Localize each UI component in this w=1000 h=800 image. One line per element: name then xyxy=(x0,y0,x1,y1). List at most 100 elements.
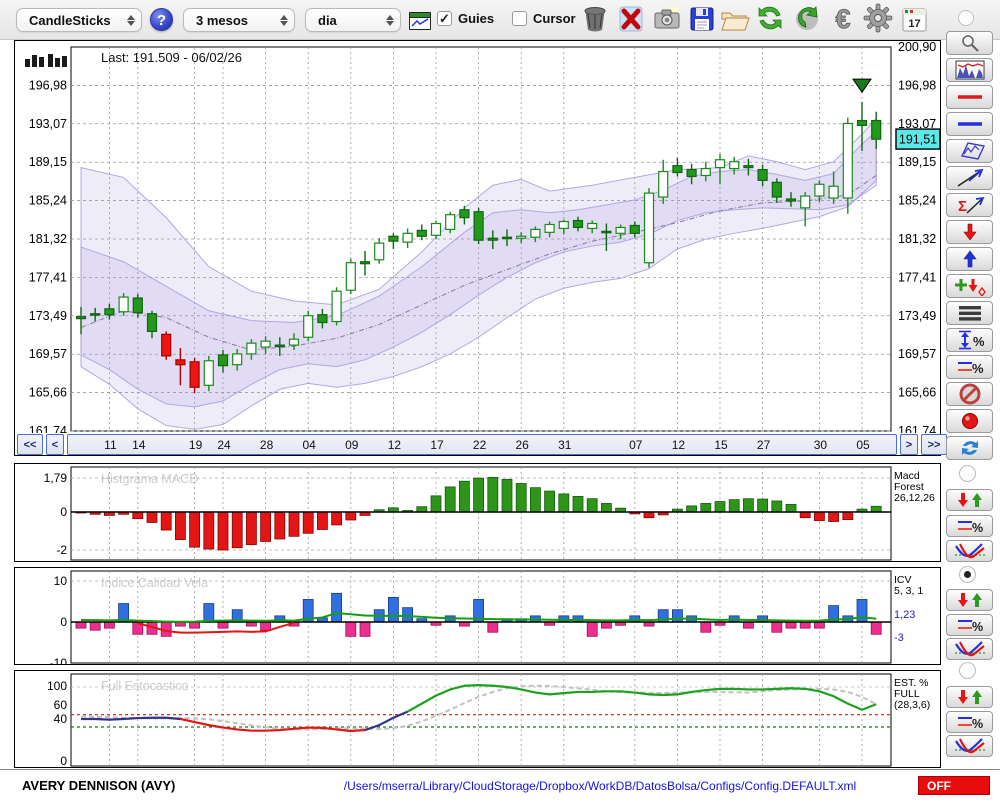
main-chart-panel: 200,90 196,98 196,98 193,07 193,07 189,15 189,… xyxy=(14,40,947,456)
arrow-up-button[interactable] xyxy=(946,247,993,271)
stochastic-chart[interactable]: Full Estocastico EST. %FULL(28,3,6) 100 604… xyxy=(15,671,940,767)
nav-prev-button[interactable]: < xyxy=(46,434,64,455)
arrows-icon xyxy=(957,593,982,607)
date-strip[interactable]: 11 14 19 24 28 04 09 12 17 22 26 31 07 12 15 27 30 05 xyxy=(67,434,897,455)
chart-type-select[interactable]: CandleSticks xyxy=(16,8,142,32)
add-marker-button[interactable] xyxy=(946,274,993,298)
arrows-icon xyxy=(957,690,982,704)
lines-percent-icon: % xyxy=(957,620,983,634)
undo-button[interactable] xyxy=(792,4,822,32)
period-value: 3 mesos xyxy=(196,12,249,28)
svg-text:165,66: 165,66 xyxy=(29,386,67,400)
chart-window-button[interactable] xyxy=(405,7,435,35)
svg-text:169,57: 169,57 xyxy=(898,347,936,361)
interval-value: dia xyxy=(318,12,337,28)
record-button[interactable] xyxy=(946,409,993,433)
refresh-button[interactable] xyxy=(755,4,785,32)
trendline-button[interactable] xyxy=(946,166,993,190)
stoch-curves-button[interactable] xyxy=(946,735,993,757)
svg-text:177,41: 177,41 xyxy=(29,270,67,284)
save-button[interactable] xyxy=(687,5,717,33)
settings-button[interactable] xyxy=(863,3,893,33)
snapshot-button[interactable] xyxy=(652,5,682,33)
chevron-updown-icon xyxy=(386,14,394,26)
blue-hline-button[interactable] xyxy=(946,112,993,136)
svg-text:189,15: 189,15 xyxy=(29,155,67,169)
svg-text:26,12,26: 26,12,26 xyxy=(894,492,935,504)
icv-radio[interactable] xyxy=(959,566,976,583)
camera-icon xyxy=(654,6,680,29)
macd-arrows-button[interactable] xyxy=(946,489,993,511)
date-label: 30 xyxy=(813,438,828,452)
calendar-button[interactable]: 17 xyxy=(899,5,929,33)
date-label: 22 xyxy=(472,438,487,452)
svg-text:40: 40 xyxy=(54,712,68,726)
date-label: 15 xyxy=(714,438,728,452)
channel-icon xyxy=(960,142,985,160)
gear-icon xyxy=(863,3,893,33)
trash-button[interactable] xyxy=(580,5,610,33)
lines-percent-button[interactable]: % xyxy=(946,355,993,379)
svg-text:5, 3, 1: 5, 3, 1 xyxy=(894,585,923,597)
icv-arrows-button[interactable] xyxy=(946,589,993,611)
svg-text:Last: 191.509 - 06/02/26: Last: 191.509 - 06/02/26 xyxy=(101,50,242,65)
levels-button[interactable] xyxy=(946,301,993,325)
date-label: 04 xyxy=(302,438,316,452)
measure-percent-button[interactable]: % xyxy=(946,328,993,352)
toolbar-radio[interactable] xyxy=(958,10,974,26)
checkbox-checked-icon: ✓ xyxy=(437,11,452,26)
candlestick-chart[interactable]: 200,90 196,98 196,98 193,07 193,07 189,15 189,… xyxy=(15,41,940,433)
indicator-chart-button[interactable] xyxy=(946,58,993,82)
open-button[interactable] xyxy=(720,6,750,34)
stoch-arrows-button[interactable] xyxy=(946,686,993,708)
interval-select[interactable]: dia xyxy=(305,8,401,32)
svg-text:161,74: 161,74 xyxy=(29,424,67,433)
date-navbar: << < 11 14 19 24 28 04 09 12 17 22 26 31 07 12 15 27 30 0… xyxy=(17,434,947,456)
macd-radio[interactable] xyxy=(959,465,976,482)
help-button[interactable]: ? xyxy=(150,8,173,31)
nav-last-button[interactable]: >> xyxy=(921,434,947,455)
svg-text:185,24: 185,24 xyxy=(898,194,936,208)
zoom-button[interactable] xyxy=(946,31,993,55)
arrow-up-blue-icon xyxy=(962,250,977,268)
nav-first-button[interactable]: << xyxy=(17,434,43,455)
stoch-lines-percent-button[interactable]: % xyxy=(946,711,993,733)
cursor-checkbox[interactable]: Cursor xyxy=(512,11,576,26)
toolbar: CandleSticks ? 3 mesos dia ✓ Guies Curso… xyxy=(0,0,1000,40)
icv-lines-percent-button[interactable]: % xyxy=(946,614,993,636)
sigma-trend-button[interactable]: Σ xyxy=(946,193,993,217)
icv-curves-button[interactable] xyxy=(946,638,993,660)
disable-button[interactable] xyxy=(946,382,993,406)
arrow-down-button[interactable] xyxy=(946,220,993,244)
svg-text:181,32: 181,32 xyxy=(29,232,67,246)
svg-text:193,07: 193,07 xyxy=(898,117,936,131)
stoch-radio[interactable] xyxy=(959,662,976,679)
red-hline-button[interactable] xyxy=(946,85,993,109)
nav-next-button[interactable]: > xyxy=(900,434,918,455)
date-label: 31 xyxy=(558,438,572,452)
macd-curves-button[interactable] xyxy=(946,540,993,562)
off-button[interactable]: OFF xyxy=(918,776,990,795)
channel-button[interactable] xyxy=(946,139,993,163)
period-select[interactable]: 3 mesos xyxy=(183,8,295,32)
macd-lines-percent-button[interactable]: % xyxy=(946,515,993,537)
svg-text:100: 100 xyxy=(47,679,67,693)
svg-text:10: 10 xyxy=(54,574,68,588)
svg-text:1,23: 1,23 xyxy=(894,609,915,621)
date-label: 12 xyxy=(671,438,686,452)
radio-dot xyxy=(964,571,971,578)
trend-arrow-icon xyxy=(957,168,983,187)
add-marker-icon xyxy=(954,279,986,296)
guies-checkbox[interactable]: ✓ Guies xyxy=(437,11,494,26)
swap-button[interactable] xyxy=(946,436,993,460)
stochastic-panel: Full Estocastico EST. % FULL (28,3,6) 100 60 4… xyxy=(14,670,941,768)
date-label: 27 xyxy=(756,438,771,452)
date-label: 07 xyxy=(629,438,643,452)
svg-text:196,98: 196,98 xyxy=(29,78,67,92)
euro-button[interactable]: € xyxy=(828,5,858,33)
delete-button[interactable] xyxy=(616,5,646,33)
svg-text:EST. %: EST. % xyxy=(894,677,928,689)
swap-icon xyxy=(961,441,978,455)
